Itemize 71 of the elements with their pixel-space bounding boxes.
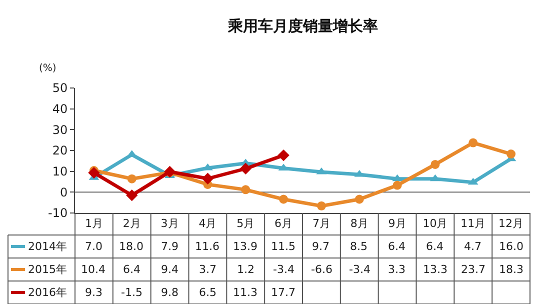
x-tick-label: 11月: [460, 217, 486, 230]
legend-label: 2015年: [28, 263, 67, 276]
point: [468, 138, 478, 148]
x-tick-label: 5月: [236, 217, 255, 230]
data-label: 13.3: [423, 263, 448, 276]
data-label: 3.3: [388, 263, 406, 276]
point: [240, 162, 252, 174]
data-label: 9.7: [312, 240, 330, 253]
chart-title: 乘用车月度销量增长率: [227, 17, 378, 35]
point: [354, 194, 364, 204]
data-label: 11.3: [233, 286, 258, 299]
y-tick-label: 10: [52, 164, 68, 179]
point: [430, 174, 440, 182]
x-tick-label: 3月: [160, 217, 179, 230]
data-label: 7.0: [85, 240, 102, 253]
y-axis-title: (%): [39, 63, 56, 74]
data-label: -6.6: [311, 263, 332, 276]
point: [279, 194, 288, 204]
point: [506, 150, 516, 159]
data-label: 6.4: [426, 240, 444, 253]
y-tick-label: 30: [52, 122, 68, 137]
point: [392, 180, 402, 190]
legend-label: 2016年: [28, 286, 67, 299]
data-label: 18.3: [499, 263, 524, 276]
point: [126, 189, 138, 202]
x-tick-label: 4月: [198, 217, 217, 230]
point: [202, 172, 214, 184]
point: [164, 166, 176, 178]
data-label: -3.4: [273, 263, 294, 276]
x-tick-label: 6月: [274, 217, 293, 230]
data-label: 4.7: [464, 240, 482, 253]
data-label: 6.4: [388, 240, 406, 253]
data-label: 13.9: [233, 240, 258, 253]
data-label: 11.6: [195, 240, 220, 253]
data-label: 16.0: [499, 240, 524, 253]
data-label: 18.0: [119, 240, 144, 253]
data-label: 9.4: [161, 263, 178, 276]
x-tick-label: 10月: [422, 217, 448, 230]
data-label: 3.7: [199, 263, 216, 276]
point: [392, 174, 402, 182]
data-label: 7.9: [161, 240, 178, 253]
point: [241, 185, 250, 194]
data-label: 8.5: [350, 240, 368, 253]
data-label: 1.2: [237, 263, 254, 276]
data-label: 6.4: [123, 263, 140, 276]
y-tick-label: 40: [52, 102, 68, 116]
y-tick-label: 0: [60, 185, 68, 200]
point: [316, 201, 326, 210]
data-label: 11.5: [271, 240, 296, 253]
x-tick-label: 12月: [498, 217, 524, 230]
x-tick-label: 9月: [388, 217, 406, 230]
y-tick-label: -10: [48, 206, 68, 220]
data-label: 17.7: [271, 286, 296, 299]
point: [88, 166, 100, 179]
data-label: 10.4: [81, 263, 106, 276]
point: [430, 160, 440, 169]
y-tick-label: 20: [52, 144, 68, 158]
data-label: 9.3: [85, 286, 102, 299]
point: [278, 149, 290, 162]
x-tick-label: 8月: [350, 217, 368, 230]
data-label: 9.8: [161, 286, 178, 299]
x-tick-label: 1月: [84, 217, 103, 230]
legend-label: 2014年: [28, 240, 67, 253]
y-tick-label: 50: [52, 81, 68, 96]
x-tick-label: 7月: [312, 217, 330, 230]
point: [127, 174, 136, 184]
data-label: 23.7: [461, 263, 486, 276]
data-label: 6.5: [199, 286, 216, 299]
data-label: -1.5: [121, 286, 142, 299]
data-label: -3.4: [349, 263, 370, 276]
x-tick-label: 2月: [122, 217, 141, 230]
